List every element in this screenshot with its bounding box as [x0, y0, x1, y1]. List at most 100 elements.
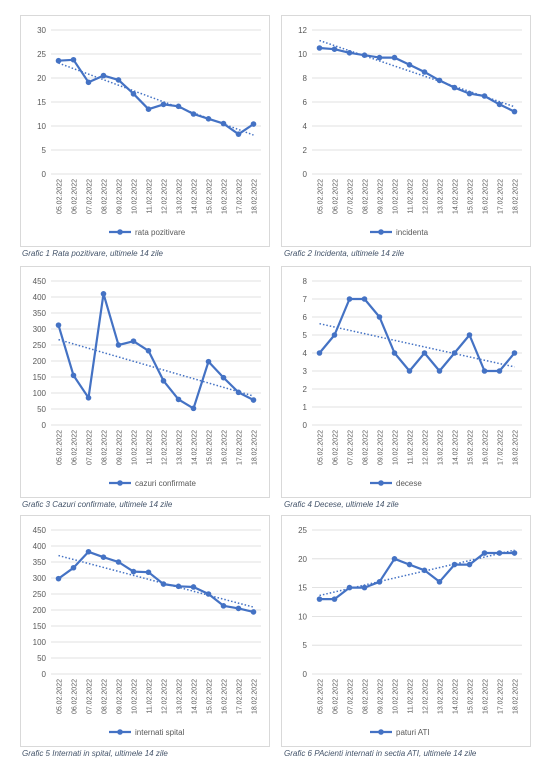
y-tick-label: 450: [33, 526, 47, 535]
y-tick-label: 100: [33, 389, 47, 398]
x-tick-label: 18.02.2022: [252, 679, 259, 714]
x-tick-label: 07.02.2022: [87, 679, 94, 714]
x-tick-label: 12.02.2022: [423, 430, 430, 465]
x-tick-label: 18.02.2022: [513, 430, 520, 465]
data-point: [85, 548, 92, 555]
x-tick-label: 12.02.2022: [162, 179, 169, 214]
x-tick-label: 18.02.2022: [513, 679, 520, 714]
data-point: [421, 567, 428, 574]
chart-6-caption: Grafic 6 PAcienti internati in sectia AT…: [284, 749, 477, 758]
legend-marker: [117, 229, 123, 235]
y-tick-label: 5: [303, 641, 308, 650]
x-tick-label: 11.02.2022: [147, 430, 154, 465]
y-tick-label: 100: [33, 638, 47, 647]
x-tick-label: 08.02.2022: [102, 430, 109, 465]
data-point: [115, 77, 122, 83]
y-tick-label: 0: [42, 670, 47, 679]
x-tick-label: 17.02.2022: [237, 679, 244, 714]
x-tick-label: 14.02.2022: [453, 679, 460, 714]
x-tick-label: 10.02.2022: [132, 430, 139, 465]
x-tick-label: 07.02.2022: [87, 179, 94, 214]
legend-label: paturi ATI: [396, 728, 430, 737]
data-point: [391, 350, 398, 356]
y-tick-label: 3: [303, 367, 308, 376]
x-tick-label: 09.02.2022: [378, 179, 385, 214]
data-point: [205, 591, 212, 597]
chart-5-caption: Grafic 5 Internati in spital, ultimele 1…: [22, 749, 168, 758]
y-tick-label: 300: [33, 325, 47, 334]
data-point: [130, 91, 137, 97]
data-point: [220, 603, 227, 609]
legend-label: incidenta: [396, 228, 429, 237]
data-point: [316, 350, 323, 356]
series-line: [319, 551, 515, 601]
x-tick-label: 11.02.2022: [408, 679, 415, 714]
y-tick-label: 6: [303, 98, 308, 107]
legend-marker: [378, 229, 384, 235]
x-tick-label: 08.02.2022: [363, 430, 370, 465]
data-point: [361, 584, 368, 591]
y-tick-label: 450: [33, 277, 47, 286]
data-point: [160, 378, 167, 384]
data-point: [316, 596, 323, 602]
y-tick-label: 30: [37, 26, 46, 35]
chart-2-caption: Grafic 2 Incidenta, ultimele 14 zile: [284, 249, 405, 258]
x-tick-label: 12.02.2022: [162, 430, 169, 465]
x-tick-label: 05.02.2022: [318, 179, 325, 214]
data-point: [436, 77, 443, 84]
x-tick-label: 13.02.2022: [177, 179, 184, 214]
data-point: [205, 116, 212, 122]
x-tick-label: 10.02.2022: [393, 430, 400, 465]
chart-5-svg: 0 50 100 150 200 250 300 350 400 450 05.02.2022 06.…: [33, 526, 261, 737]
data-point: [100, 291, 107, 297]
y-tick-label: 250: [33, 590, 47, 599]
y-tick-label: 2: [303, 385, 308, 394]
data-point: [361, 296, 368, 302]
data-point: [70, 372, 77, 379]
chart-5-box: 0 50 100 150 200 250 300 350 400 450 05.02.2022 06.…: [20, 515, 270, 747]
chart-1-svg: 0 5 10 15 20 25 30 05.02.2022 06.02.2022 07.02.20…: [37, 26, 261, 237]
legend-label: internati spital: [135, 728, 185, 737]
x-tick-label: 14.02.2022: [192, 430, 199, 465]
y-tick-label: 5: [303, 331, 308, 340]
data-point: [145, 347, 152, 354]
x-tick-label: 08.02.2022: [363, 679, 370, 714]
x-tick-label: 08.02.2022: [363, 179, 370, 214]
y-tick-label: 4: [303, 349, 308, 358]
data-point: [175, 583, 182, 590]
x-tick-label: 12.02.2022: [162, 679, 169, 714]
data-point: [145, 106, 152, 112]
y-tick-label: 300: [33, 574, 47, 583]
data-point: [235, 131, 242, 137]
x-tick-label: 09.02.2022: [378, 679, 385, 714]
y-tick-label: 50: [37, 654, 46, 663]
y-tick-label: 20: [298, 555, 307, 564]
legend-marker: [378, 729, 384, 735]
legend-marker: [117, 480, 123, 486]
data-point: [511, 550, 518, 556]
y-tick-label: 50: [37, 405, 46, 414]
data-point: [130, 568, 137, 575]
data-point: [346, 584, 353, 591]
data-point: [220, 120, 227, 127]
x-tick-label: 18.02.2022: [513, 179, 520, 214]
y-tick-label: 15: [37, 98, 46, 107]
x-tick-label: 09.02.2022: [117, 179, 124, 214]
trendline: [58, 554, 254, 608]
y-tick-label: 6: [303, 313, 308, 322]
data-point: [376, 579, 383, 585]
data-point: [481, 550, 488, 556]
y-tick-label: 2: [303, 146, 308, 155]
data-point: [250, 121, 257, 127]
data-point: [406, 62, 413, 68]
data-point: [55, 575, 62, 582]
x-tick-label: 16.02.2022: [222, 679, 229, 714]
y-tick-label: 15: [298, 584, 307, 593]
y-tick-label: 0: [303, 170, 308, 179]
data-point: [331, 596, 338, 602]
data-point: [406, 368, 413, 374]
x-tick-label: 11.02.2022: [408, 430, 415, 465]
data-point: [235, 605, 242, 612]
data-point: [175, 396, 182, 403]
x-tick-label: 13.02.2022: [438, 179, 445, 214]
